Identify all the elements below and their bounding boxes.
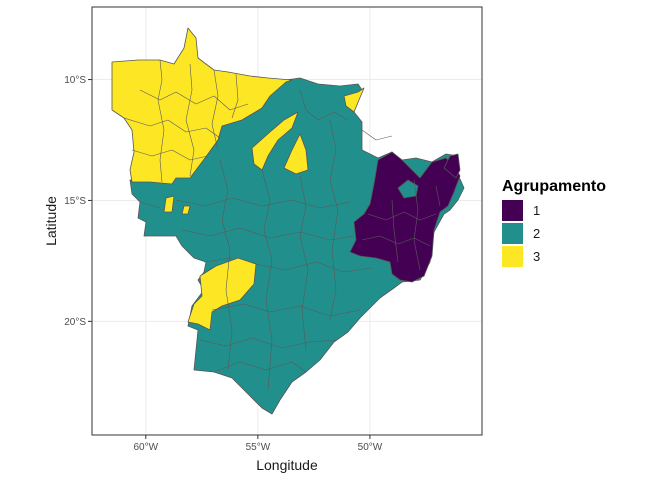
x-axis-title: Longitude (256, 457, 318, 473)
region-group-3-west-a (163, 195, 175, 213)
y-tick-label: 20°S (64, 317, 86, 328)
x-axis: 60°W 55°W 50°W (134, 435, 383, 453)
region-group-3-north-east (343, 87, 365, 113)
y-axis: 10°S 15°S 20°S (64, 75, 92, 328)
y-axis-title: Latitude (43, 196, 59, 246)
y-tick-label: 15°S (64, 196, 86, 207)
x-tick-label: 60°W (134, 442, 159, 453)
legend-title: Agrupamento (502, 178, 606, 195)
y-tick-label: 10°S (64, 75, 86, 86)
legend-label-3: 3 (533, 249, 540, 264)
legend-swatch-2 (502, 223, 523, 244)
region-group-2-island (397, 179, 419, 199)
region-group-3-pocket-a (251, 111, 299, 171)
legend-label-1: 1 (533, 203, 540, 218)
legend-label-2: 2 (533, 226, 540, 241)
legend: Agrupamento 1 2 3 (502, 178, 606, 267)
x-tick-label: 55°W (246, 442, 271, 453)
legend-swatch-1 (502, 200, 523, 221)
x-tick-label: 50°W (358, 442, 383, 453)
municipal-boundaries (123, 59, 441, 391)
legend-swatch-3 (502, 246, 523, 267)
region-group-1-east (349, 151, 461, 283)
region-group-3-north (111, 27, 293, 185)
region-group-3-west-b (181, 205, 191, 215)
region-group-3-pocket-b (283, 133, 309, 175)
region-group-1-ne-tip (443, 153, 461, 179)
map-regions (111, 27, 465, 415)
plot-panel-border (91, 6, 483, 436)
